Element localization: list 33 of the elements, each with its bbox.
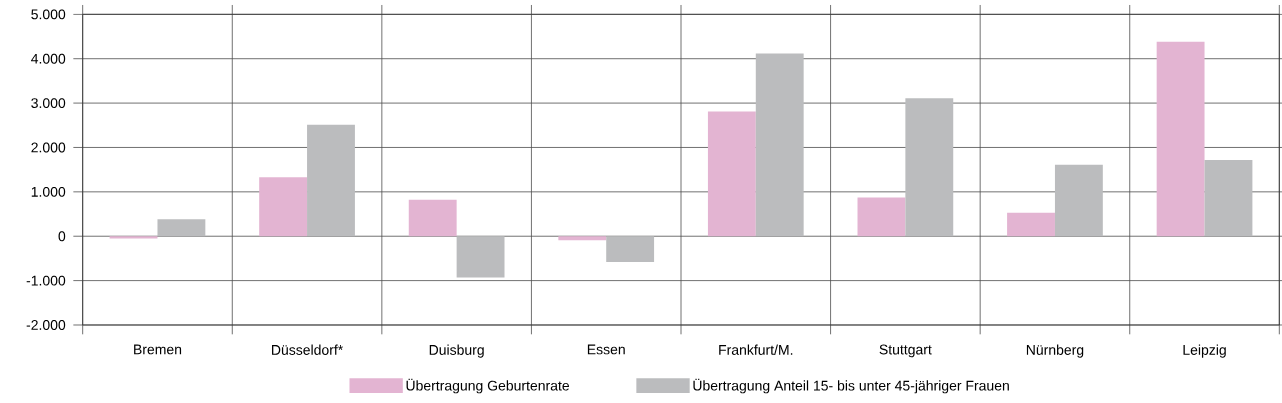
- bar: [707, 111, 756, 237]
- bar: [259, 177, 308, 237]
- x-tick-label: Nürnberg: [1026, 344, 1084, 358]
- bar: [1156, 41, 1205, 237]
- x-tick-label: Essen: [587, 344, 625, 355]
- x-tick-label: Düsseldorf*: [272, 344, 343, 355]
- legend-label: Übertragung Geburtenrate: [406, 378, 570, 394]
- bar: [456, 236, 505, 278]
- bar: [905, 98, 954, 237]
- bar: [558, 236, 607, 241]
- bar: [755, 53, 804, 237]
- y-tick-label: 1.000: [31, 186, 66, 197]
- x-tick-label: Bremen: [134, 344, 182, 355]
- bar: [1204, 159, 1253, 237]
- bar: [857, 197, 906, 237]
- y-tick-label: -2.000: [26, 320, 66, 330]
- x-tick-label: Duisburg: [429, 344, 484, 358]
- y-tick-label: 5.000: [31, 9, 66, 20]
- y-tick-label: 2.000: [31, 142, 66, 153]
- bar: [157, 219, 206, 237]
- bar: [606, 236, 655, 262]
- y-tick-label: 4.000: [31, 53, 66, 64]
- bar: [1007, 212, 1055, 237]
- y-tick-label: -1.000: [26, 275, 66, 286]
- bar: [408, 199, 457, 237]
- x-tick-label: Frankfurt/M.: [719, 344, 793, 355]
- bar: [1054, 164, 1103, 237]
- bar: [307, 124, 355, 237]
- y-tick-label: 3.000: [31, 98, 66, 109]
- x-tick-label: Leipzig: [1183, 344, 1226, 358]
- y-tick-label: 0: [58, 231, 66, 242]
- legend-label: Übertragung Anteil 15- bis unter 45-jähriger Frauen: [693, 378, 1009, 394]
- x-tick-label: Stuttgart: [879, 344, 932, 358]
